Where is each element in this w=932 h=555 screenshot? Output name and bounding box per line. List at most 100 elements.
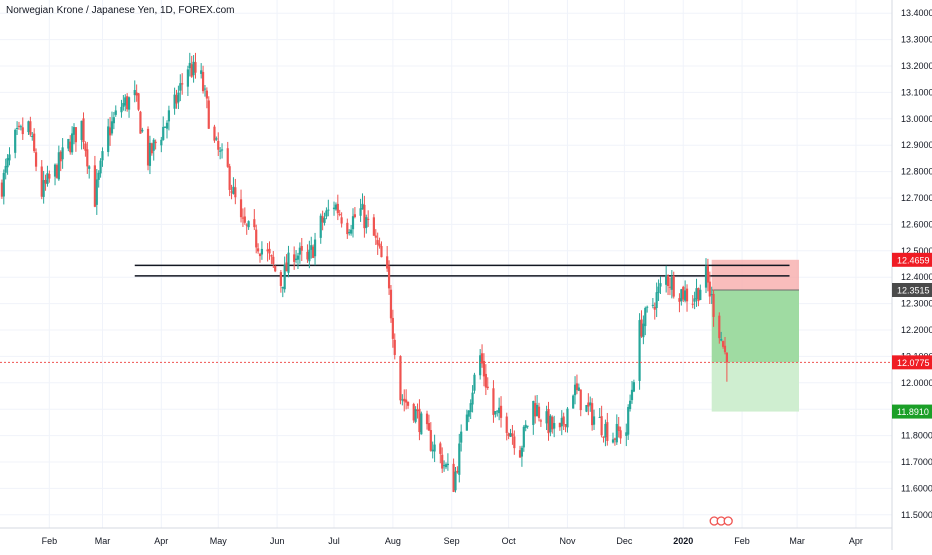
candle-body xyxy=(201,71,205,92)
candle-body xyxy=(230,191,233,193)
candle-body xyxy=(617,426,620,431)
candle-body xyxy=(306,251,309,260)
x-tick-label: Nov xyxy=(559,536,576,546)
profit-zone-remaining xyxy=(711,362,800,412)
candle-body xyxy=(712,293,715,317)
candle-body xyxy=(190,64,193,77)
candle-body xyxy=(114,110,117,115)
candle-body xyxy=(194,62,197,73)
candle-body xyxy=(534,403,537,417)
y-tick-label: 12.0000 xyxy=(901,378,932,388)
candle-body xyxy=(243,216,246,223)
price-label-entry xyxy=(892,283,932,298)
candle-body xyxy=(632,382,635,392)
candle-body xyxy=(697,288,700,302)
y-tick-label: 11.7000 xyxy=(901,457,932,467)
candle-body xyxy=(334,204,338,210)
candle-body xyxy=(283,264,286,290)
candle-body xyxy=(378,243,381,247)
candle-body xyxy=(15,127,19,129)
candle-body xyxy=(446,463,449,466)
candle-body xyxy=(723,345,727,353)
x-tick-label: Jul xyxy=(328,536,340,546)
candle-body xyxy=(680,289,683,302)
candle-body xyxy=(310,245,313,250)
candle-body xyxy=(486,386,489,388)
candle-body xyxy=(213,126,216,141)
candle-body xyxy=(615,423,618,443)
candle-body xyxy=(695,288,698,300)
candle-body xyxy=(467,410,470,417)
candle-body xyxy=(361,203,364,210)
candle-body xyxy=(84,143,87,151)
candle-body xyxy=(120,106,123,113)
candle-body xyxy=(164,126,167,128)
y-tick-label: 12.6000 xyxy=(901,219,932,229)
candle-body xyxy=(389,289,393,319)
candle-body xyxy=(591,403,594,426)
y-tick-label: 12.2000 xyxy=(901,325,932,335)
candle-body xyxy=(573,384,577,396)
candle-body xyxy=(526,425,529,427)
candle-body xyxy=(602,436,605,438)
candle-body xyxy=(638,320,641,381)
candle-body xyxy=(405,399,408,403)
candle-body xyxy=(630,389,634,401)
profit-zone-filled xyxy=(711,290,800,363)
candle-body xyxy=(619,430,622,439)
candle-body xyxy=(167,110,171,122)
candle-body xyxy=(53,164,57,177)
candle-body xyxy=(46,173,49,185)
candle-body xyxy=(655,292,658,309)
x-tick-label: 2020 xyxy=(673,536,693,546)
y-tick-label: 13.0000 xyxy=(901,114,932,124)
candle-body xyxy=(551,416,554,430)
candle-body xyxy=(659,283,662,287)
candle-body xyxy=(21,127,24,135)
candle-body xyxy=(127,97,131,110)
candle-body xyxy=(589,402,592,406)
economic-event-icon xyxy=(723,516,733,526)
candle-body xyxy=(465,414,468,431)
candle-body xyxy=(179,83,182,91)
candle-body xyxy=(152,139,155,151)
candle-body xyxy=(281,286,284,289)
candle-body xyxy=(112,117,115,124)
candle-body xyxy=(234,187,237,198)
candle-body xyxy=(685,288,689,302)
candle-body xyxy=(133,90,136,96)
candle-body xyxy=(0,182,3,197)
y-tick-label: 12.3000 xyxy=(901,299,932,309)
candle-body xyxy=(293,254,296,262)
candle-body xyxy=(272,256,275,264)
candle-body xyxy=(492,388,495,415)
candle-body xyxy=(148,142,152,166)
y-tick-label: 12.5000 xyxy=(901,246,932,256)
x-tick-label: Apr xyxy=(849,536,863,546)
candle-body xyxy=(186,69,189,87)
candle-body xyxy=(505,416,508,433)
candle-body xyxy=(549,415,552,433)
candle-body xyxy=(458,443,461,475)
candle-body xyxy=(325,210,328,217)
price-label-stop xyxy=(892,252,932,267)
candle-body xyxy=(308,249,311,262)
candle-body xyxy=(611,439,615,443)
candle-body xyxy=(403,398,406,402)
candle-body xyxy=(682,286,685,300)
y-tick-label: 13.2000 xyxy=(901,61,932,71)
candle-body xyxy=(141,129,144,132)
candle-body xyxy=(274,265,277,272)
candle-body xyxy=(296,255,300,260)
candle-body xyxy=(4,165,7,173)
candle-body xyxy=(606,422,609,441)
candle-body xyxy=(431,449,434,452)
y-tick-label: 13.4000 xyxy=(901,8,932,18)
candle-body xyxy=(247,221,250,228)
y-tick-label: 13.1000 xyxy=(901,87,932,97)
candle-body xyxy=(720,338,723,341)
candle-body xyxy=(181,83,184,85)
candle-body xyxy=(253,219,256,228)
